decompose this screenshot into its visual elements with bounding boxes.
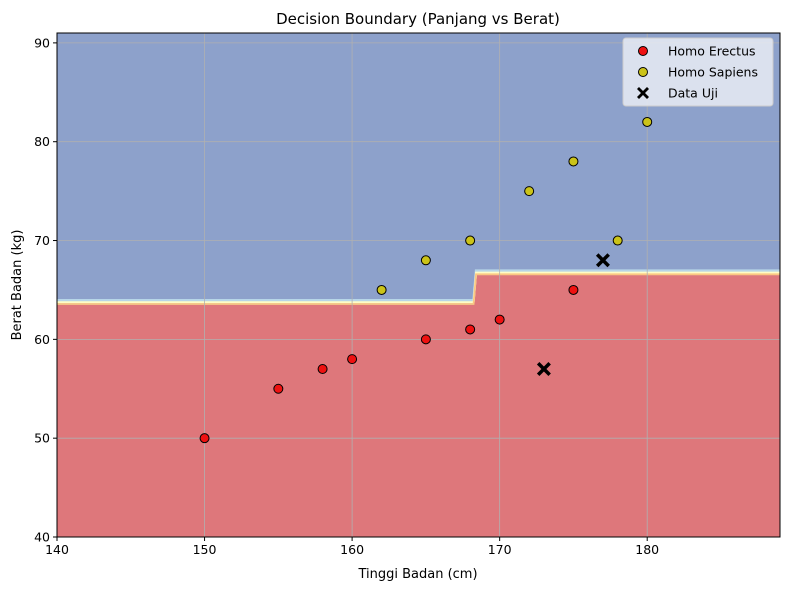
boundary-band-3 xyxy=(57,273,780,305)
legend-item-data-uji: Data Uji xyxy=(637,86,718,101)
point-homo-sapiens xyxy=(524,186,535,197)
legend-marker-homo-erectus xyxy=(638,46,648,56)
point-homo-sapiens xyxy=(420,255,431,266)
point-homo-sapiens xyxy=(642,116,653,127)
y-tick-label: 40 xyxy=(34,530,50,545)
point-homo-erectus xyxy=(199,433,210,444)
legend-box xyxy=(622,37,774,107)
region-homo-erectus xyxy=(57,275,780,537)
point-homo-erectus xyxy=(347,354,358,365)
y-tick-label: 50 xyxy=(34,431,50,446)
point-homo-erectus xyxy=(568,284,579,295)
x-tick-label: 160 xyxy=(340,542,364,557)
point-homo-sapiens xyxy=(568,156,579,167)
x-tick-label: 180 xyxy=(635,542,659,557)
y-tick-label: 70 xyxy=(34,233,50,248)
x-marker-shape xyxy=(595,253,610,268)
point-homo-sapiens xyxy=(465,235,476,246)
x-tick-label: 170 xyxy=(488,542,512,557)
decision-regions xyxy=(57,33,780,537)
chart-title: Decision Boundary (Panjang vs Berat) xyxy=(276,10,560,28)
legend-label-homo-sapiens: Homo Sapiens xyxy=(668,65,758,80)
point-data-uji xyxy=(595,253,610,268)
point-homo-erectus xyxy=(317,364,328,374)
legend-marker-data-uji xyxy=(637,87,649,99)
legend-label-data-uji: Data Uji xyxy=(668,86,718,101)
point-homo-erectus xyxy=(465,324,476,335)
legend: Homo Erectus Homo Sapiens Data Uji xyxy=(622,37,774,107)
plot-frame xyxy=(56,32,781,538)
x-marker-shape xyxy=(536,362,551,376)
y-axis-label: Berat Badan (kg) xyxy=(10,230,25,341)
point-homo-sapiens xyxy=(376,284,387,295)
legend-item-homo-sapiens: Homo Sapiens xyxy=(638,65,758,80)
y-tick-label: 80 xyxy=(34,134,50,149)
point-homo-erectus xyxy=(273,383,284,394)
point-data-uji xyxy=(536,362,551,376)
y-tick-label: 60 xyxy=(34,332,50,347)
data-points xyxy=(199,116,653,444)
point-homo-erectus xyxy=(420,334,431,345)
x-axis-label: Tinggi Badan (cm) xyxy=(357,567,477,582)
legend-label-homo-erectus: Homo Erectus xyxy=(668,44,756,59)
legend-item-homo-erectus: Homo Erectus xyxy=(638,44,756,59)
point-homo-erectus xyxy=(494,314,505,325)
axis-ticks: 140 150 160 170 180 40 50 60 70 80 90 xyxy=(34,35,659,557)
point-homo-sapiens xyxy=(612,235,623,246)
x-tick-label: 140 xyxy=(45,542,69,557)
legend-marker-homo-sapiens xyxy=(638,67,648,77)
x-tick-label: 150 xyxy=(193,542,217,557)
y-tick-label: 90 xyxy=(34,35,50,50)
